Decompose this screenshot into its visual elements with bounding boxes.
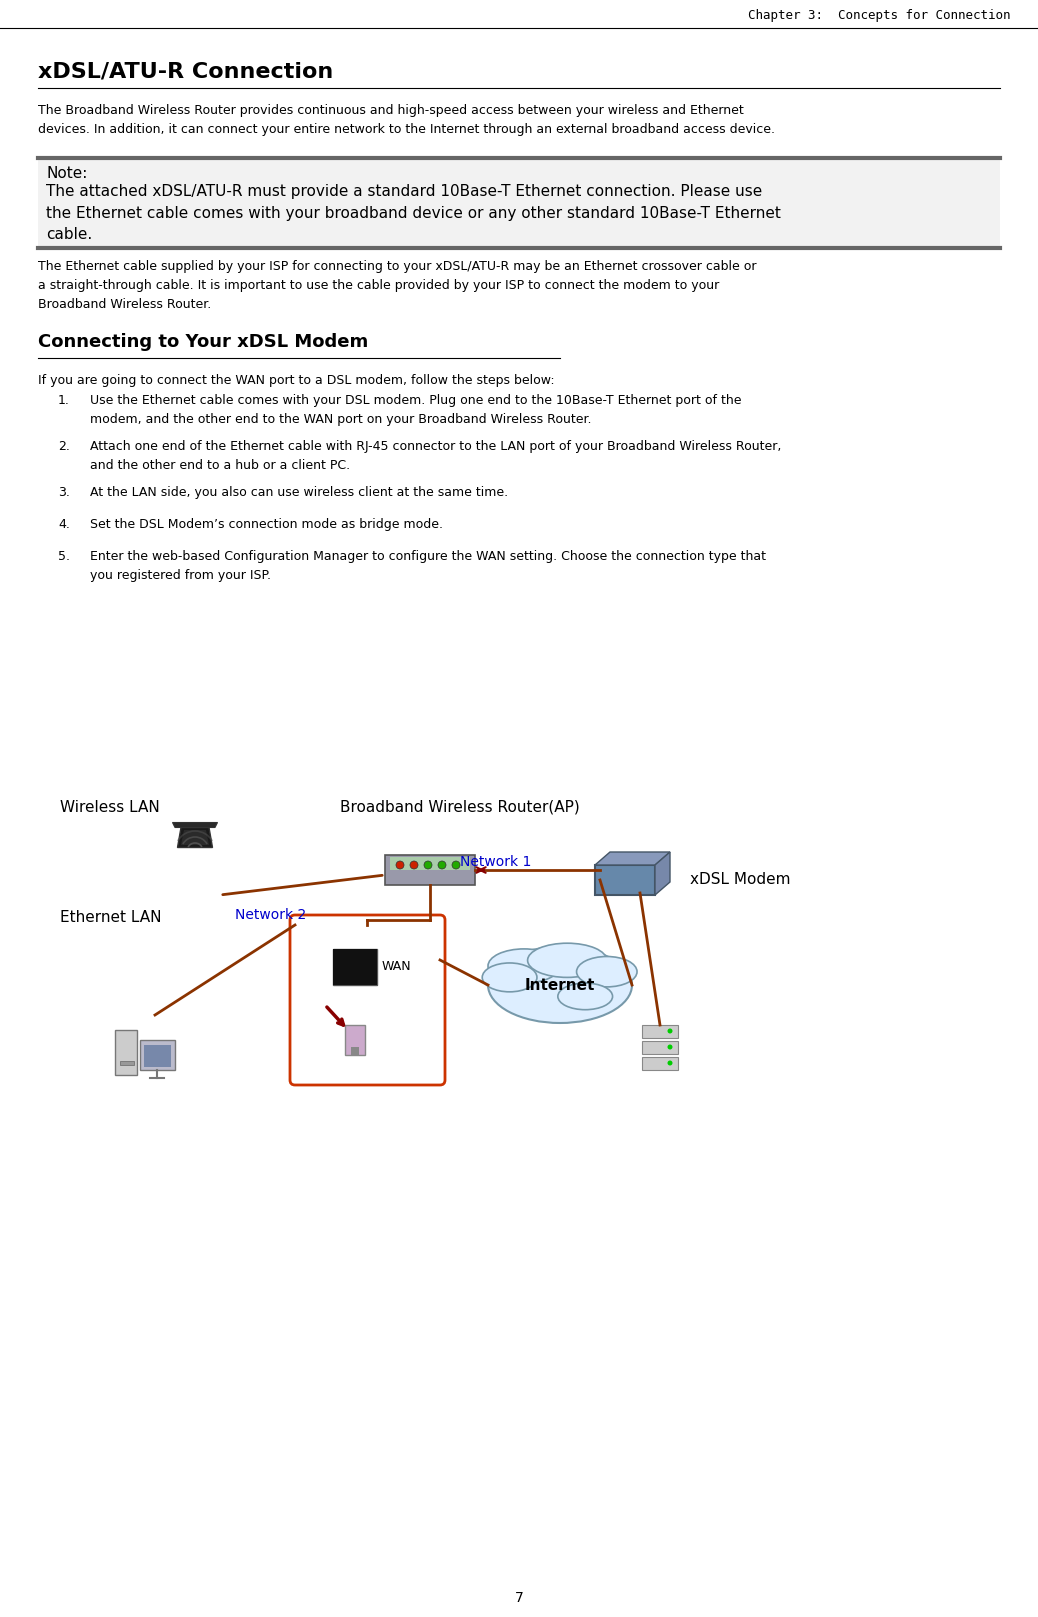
Text: 3.: 3. bbox=[58, 487, 70, 500]
Bar bbox=[641, 1041, 678, 1054]
Bar bbox=[353, 1046, 355, 1054]
Text: The Broadband Wireless Router provides continuous and high-speed access between : The Broadband Wireless Router provides c… bbox=[38, 103, 775, 136]
Text: xDSL/ATU-R Connection: xDSL/ATU-R Connection bbox=[38, 61, 333, 82]
Text: If you are going to connect the WAN port to a DSL modem, follow the steps below:: If you are going to connect the WAN port… bbox=[38, 374, 554, 386]
Text: 4.: 4. bbox=[58, 517, 70, 530]
Bar bbox=[351, 1046, 353, 1054]
Text: 5.: 5. bbox=[58, 550, 70, 563]
Polygon shape bbox=[595, 865, 655, 894]
Text: WAN: WAN bbox=[382, 960, 412, 973]
Text: Internet: Internet bbox=[525, 978, 595, 993]
Text: Wireless LAN: Wireless LAN bbox=[60, 800, 160, 815]
Polygon shape bbox=[655, 852, 670, 894]
Text: Set the DSL Modem’s connection mode as bridge mode.: Set the DSL Modem’s connection mode as b… bbox=[90, 517, 443, 530]
Bar bbox=[329, 944, 381, 990]
Ellipse shape bbox=[488, 949, 559, 983]
Polygon shape bbox=[177, 828, 213, 847]
Circle shape bbox=[667, 1028, 673, 1033]
Text: At the LAN side, you also can use wireless client at the same time.: At the LAN side, you also can use wirele… bbox=[90, 487, 509, 500]
Text: Network 1: Network 1 bbox=[460, 855, 531, 868]
Ellipse shape bbox=[527, 943, 607, 977]
Ellipse shape bbox=[488, 948, 632, 1024]
Text: 7: 7 bbox=[515, 1591, 523, 1606]
Text: Use the Ethernet cable comes with your DSL modem. Plug one end to the 10Base-T E: Use the Ethernet cable comes with your D… bbox=[90, 395, 741, 425]
Text: 2.: 2. bbox=[58, 440, 70, 453]
Bar bbox=[355, 1046, 357, 1054]
Bar bbox=[38, 158, 1000, 247]
Bar bbox=[357, 1046, 359, 1054]
Bar bbox=[140, 1040, 175, 1070]
Circle shape bbox=[667, 1045, 673, 1049]
Bar bbox=[345, 1025, 365, 1054]
Ellipse shape bbox=[576, 957, 637, 986]
Circle shape bbox=[438, 860, 446, 868]
Bar bbox=[144, 1045, 171, 1067]
Text: Broadband Wireless Router(AP): Broadband Wireless Router(AP) bbox=[340, 800, 580, 815]
Bar bbox=[390, 857, 470, 870]
Bar bbox=[641, 1025, 678, 1038]
Polygon shape bbox=[172, 823, 218, 828]
Bar bbox=[385, 855, 475, 884]
Bar bbox=[333, 949, 377, 985]
Polygon shape bbox=[595, 852, 670, 865]
FancyBboxPatch shape bbox=[290, 915, 445, 1085]
Text: 1.: 1. bbox=[58, 395, 70, 407]
Bar bbox=[333, 949, 377, 985]
Text: Ethernet LAN: Ethernet LAN bbox=[60, 910, 162, 925]
Circle shape bbox=[667, 1061, 673, 1066]
Text: Connecting to Your xDSL Modem: Connecting to Your xDSL Modem bbox=[38, 333, 368, 351]
Bar bbox=[641, 1058, 678, 1070]
Circle shape bbox=[410, 860, 418, 868]
Text: Network 2: Network 2 bbox=[235, 909, 306, 922]
Text: xDSL Modem: xDSL Modem bbox=[690, 872, 791, 888]
Text: Note:: Note: bbox=[46, 167, 87, 181]
Bar bbox=[120, 1061, 134, 1066]
Circle shape bbox=[397, 860, 404, 868]
Circle shape bbox=[452, 860, 460, 868]
Ellipse shape bbox=[557, 983, 612, 1009]
Ellipse shape bbox=[483, 964, 537, 991]
Bar bbox=[115, 1030, 137, 1075]
Text: The Ethernet cable supplied by your ISP for connecting to your xDSL/ATU-R may be: The Ethernet cable supplied by your ISP … bbox=[38, 260, 757, 310]
Text: The attached xDSL/ATU-R must provide a standard 10Base-T Ethernet connection. Pl: The attached xDSL/ATU-R must provide a s… bbox=[46, 184, 781, 243]
Circle shape bbox=[424, 860, 432, 868]
Text: Attach one end of the Ethernet cable with RJ-45 connector to the LAN port of you: Attach one end of the Ethernet cable wit… bbox=[90, 440, 782, 472]
Text: Enter the web-based Configuration Manager to configure the WAN setting. Choose t: Enter the web-based Configuration Manage… bbox=[90, 550, 766, 582]
Text: Chapter 3:  Concepts for Connection: Chapter 3: Concepts for Connection bbox=[747, 10, 1010, 23]
Polygon shape bbox=[181, 830, 209, 846]
